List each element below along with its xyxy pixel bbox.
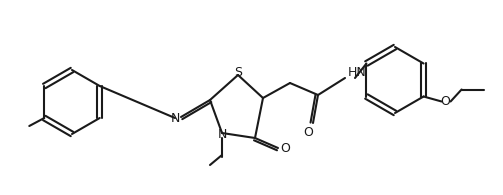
Text: N: N: [171, 112, 180, 124]
Text: HN: HN: [348, 66, 367, 80]
Text: S: S: [234, 66, 242, 80]
Text: O: O: [303, 126, 313, 138]
Text: O: O: [280, 143, 290, 155]
Text: N: N: [217, 129, 227, 142]
Text: O: O: [441, 95, 451, 108]
